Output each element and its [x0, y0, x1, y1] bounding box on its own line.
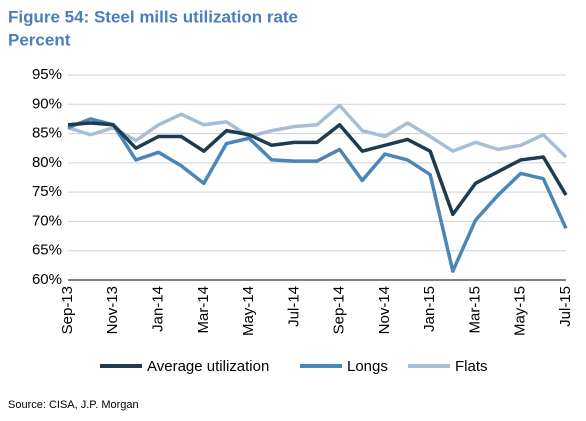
- x-tick-label: Nov-14: [376, 286, 393, 334]
- y-tick-label: 90%: [32, 95, 62, 112]
- chart-subtitle: Percent: [8, 30, 71, 49]
- source: Source: CISA, J.P. Morgan: [8, 399, 139, 411]
- x-tick-label: May-15: [512, 286, 529, 336]
- y-tick-label: 95%: [32, 66, 62, 83]
- x-tick-label: Jul-15: [557, 286, 574, 327]
- x-tick-label: Mar-14: [195, 286, 212, 334]
- y-tick-label: 60%: [32, 271, 62, 288]
- x-tick-label: Nov-13: [104, 286, 121, 334]
- y-tick-label: 75%: [32, 183, 62, 200]
- y-tick-label: 65%: [32, 242, 62, 259]
- y-tick-label: 80%: [32, 154, 62, 171]
- line-series: [67, 117, 568, 273]
- y-tick-label: 70%: [32, 212, 62, 229]
- legend-label: Average utilization: [147, 358, 269, 375]
- x-tick-label: Sep-14: [331, 286, 348, 334]
- y-tick-label: 85%: [32, 125, 62, 142]
- line-series: [67, 121, 568, 217]
- x-tick-label: Jan-15: [421, 286, 438, 332]
- x-tick-label: Jul-14: [285, 286, 302, 327]
- legend-label: Flats: [455, 358, 488, 375]
- x-tick-label: Jan-14: [150, 286, 167, 332]
- x-tick-label: Mar-15: [466, 286, 483, 334]
- chart-title: Figure 54: Steel mills utilization rate: [8, 7, 298, 26]
- x-tick-label: Sep-13: [59, 286, 76, 334]
- x-tick-label: May-14: [240, 286, 257, 336]
- line-series: [67, 103, 568, 159]
- legend-label: Longs: [347, 358, 388, 375]
